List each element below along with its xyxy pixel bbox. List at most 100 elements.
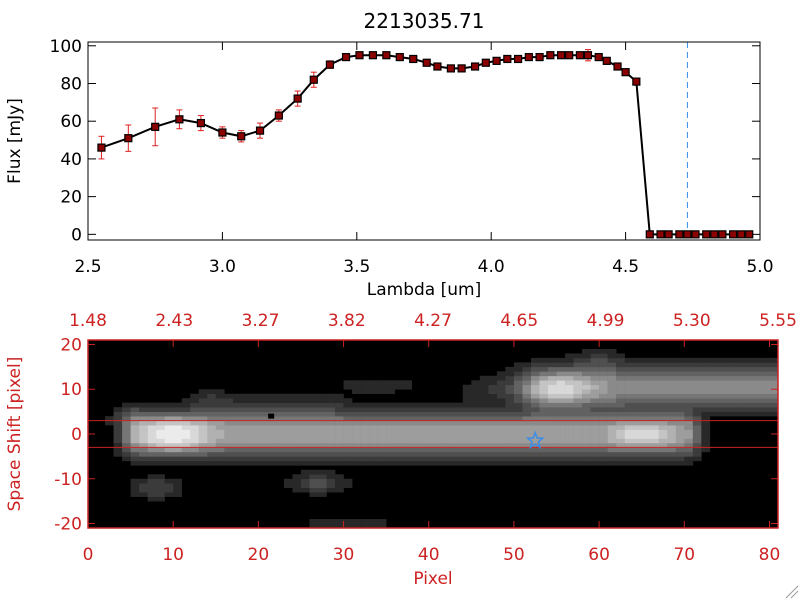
image-cell [607,425,617,430]
image-cell [556,357,566,363]
image-cell [709,411,719,417]
image-cell [760,371,770,377]
image-cell [624,393,634,399]
image-cell [675,398,685,403]
image-cell [369,416,378,421]
image-cell [684,407,694,412]
image-cell [369,519,378,524]
resize-grip-icon[interactable] [785,585,799,599]
image-cell [530,366,540,372]
image-cell [343,402,353,408]
image-cell [769,380,779,386]
image-cell [573,407,583,412]
image-cell [530,375,540,381]
image-cell [556,416,566,421]
image-cell [650,398,660,403]
image-cell [113,425,123,430]
image-cell [684,451,694,457]
image-cell [241,456,251,462]
image-cell [692,442,702,448]
image-cell [130,407,140,412]
image-cell [241,442,251,448]
image-cell [565,438,574,444]
image-cell [513,460,523,466]
image-cell [471,456,481,462]
image-cell [190,429,200,435]
image-cell [147,438,157,444]
image-cell [726,393,736,399]
image-cell [173,442,183,448]
image-cell [386,460,395,466]
image-cell [530,438,540,444]
image-cell [582,362,591,368]
image-cell [743,371,753,377]
image-cell [215,438,225,444]
image-cell [335,442,344,448]
image-cell [641,362,651,368]
image-cell [590,442,600,448]
image-cell [582,375,591,381]
image-cell [300,420,310,426]
image-cell [590,407,600,412]
image-cell [318,478,327,484]
image-cell [360,438,370,444]
image-cell [411,429,421,435]
image-cell [573,425,583,430]
image-cell [599,411,608,417]
image-cell [386,420,395,426]
image-cell [573,353,583,359]
image-cell [173,425,183,430]
image-cell [139,407,148,412]
image-cell [667,411,677,417]
image-cell [420,425,430,430]
image-cell [641,389,651,395]
image-cell [633,451,643,457]
image-cell [692,407,702,412]
image-cell [658,411,668,417]
image-cell [462,407,472,412]
image-cell [735,371,745,377]
y-axis-label: Flux [mJy] [5,98,25,184]
data-point [293,94,302,103]
data-point [745,230,754,239]
image-cell [113,416,123,421]
image-cell [164,402,174,408]
wavelength-tick-label: 5.30 [673,311,711,331]
image-cell [403,416,413,421]
data-point [583,51,593,60]
image-cell [522,429,532,435]
y-tick-label: 100 [50,37,82,57]
image-cell [548,362,557,368]
spectrum-line [101,54,750,236]
image-cell [658,451,668,457]
image-cell [130,460,140,466]
image-cell [335,411,344,417]
image-cell [556,456,566,462]
image-cell [513,384,523,390]
image-cell [616,357,625,363]
image-cell [122,429,131,435]
image-cell [283,393,293,399]
image-cell [641,398,651,403]
image-cell [479,416,489,421]
image-cell [147,474,157,480]
image-cell [283,407,293,412]
image-cell [300,425,310,430]
image-cell [241,411,251,417]
image-cell [650,411,660,417]
image-cell [369,451,378,457]
image-cell [173,460,183,466]
image-cell [130,492,140,497]
image-cell [335,429,344,435]
image-cell [726,357,736,363]
image-cell [394,420,404,426]
image-cell [556,442,566,448]
image-cell [241,420,251,426]
image-cell [607,362,617,368]
data-point [535,52,544,62]
image-cell [318,523,327,529]
image-cell [701,442,711,448]
image-cell [113,447,123,453]
image-cell [641,393,651,399]
data-point [602,56,611,65]
